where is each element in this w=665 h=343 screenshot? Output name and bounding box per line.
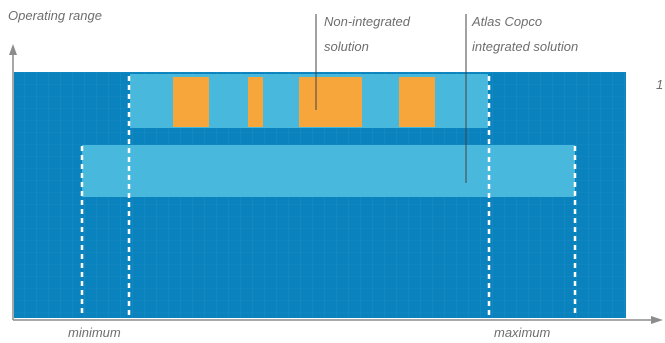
- x-axis-maximum-label: maximum: [494, 325, 551, 340]
- non-integrated-segment-3: [299, 77, 362, 127]
- y-axis-arrow-icon: [9, 44, 17, 55]
- non-integrated-segment-4: [399, 77, 435, 127]
- non-integrated-segment-1: [173, 77, 209, 127]
- integrated-band: [82, 145, 575, 197]
- x-axis-minimum-label: minimum: [68, 325, 121, 340]
- x-axis-arrow-icon: [651, 316, 663, 324]
- integrated-label-line1: Atlas Copco: [472, 14, 543, 29]
- y-axis-label: Operating range: [8, 8, 102, 23]
- integrated-label-line2: integrated solution: [472, 39, 579, 54]
- non-integrated-label-line2: solution: [324, 39, 369, 54]
- non-integrated-segment-2: [248, 77, 263, 127]
- edge-glyph: 1: [656, 77, 664, 92]
- non-integrated-label-line1: Non-integrated: [324, 14, 410, 29]
